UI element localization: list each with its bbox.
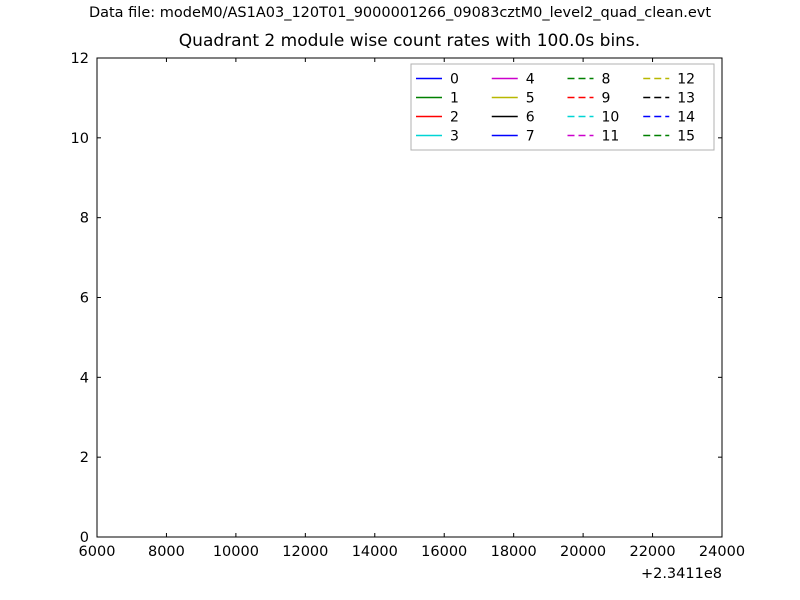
x-tick-label: 8000: [148, 544, 185, 560]
x-tick-label: 18000: [491, 544, 537, 560]
legend-item-11[interactable]: 11: [567, 129, 620, 145]
legend-label-6: 6: [526, 110, 535, 126]
legend-box: [410, 63, 715, 151]
y-tick-label: 10: [71, 131, 89, 147]
legend-item-14[interactable]: 14: [643, 110, 695, 126]
legend-label-14: 14: [677, 110, 695, 126]
axis-ticks: 6000 8000 10000 12000 14000 16000 18000 20000 22…: [71, 51, 746, 582]
x-tick-label: 16000: [421, 544, 467, 560]
page-title: Quadrant 2 module wise count rates with …: [178, 31, 641, 51]
data-file-suptitle: Data file: modeM0/AS1A03_120T01_90000012…: [88, 5, 712, 21]
legend-item-5[interactable]: 5: [491, 91, 535, 107]
y-tick-label: 0: [80, 530, 89, 546]
legend-item-6[interactable]: 6: [491, 110, 535, 126]
legend-item-15[interactable]: 15: [643, 129, 695, 145]
y-tick-label: 6: [80, 291, 89, 307]
x-tick-label: 20000: [560, 544, 606, 560]
legend-label-12: 12: [677, 72, 695, 88]
legend-item-7[interactable]: 7: [491, 129, 535, 145]
legend-item-4[interactable]: 4: [491, 72, 535, 88]
legend-label-5: 5: [526, 91, 535, 107]
legend-label-11: 11: [602, 129, 620, 145]
legend-item-0[interactable]: 0: [416, 72, 459, 88]
legend-item-3[interactable]: 3: [416, 129, 459, 145]
legend-label-1: 1: [450, 91, 459, 107]
legend-item-2[interactable]: 2: [416, 110, 459, 126]
legend-label-4: 4: [526, 72, 535, 88]
legend-label-15: 15: [677, 129, 695, 145]
y-tick-label: 8: [80, 211, 89, 227]
legend-label-0: 0: [450, 72, 459, 88]
legend-label-8: 8: [602, 72, 611, 88]
x-tick-label: 22000: [629, 544, 675, 560]
legend-label-2: 2: [450, 110, 459, 126]
legend-item-10[interactable]: 10: [567, 110, 620, 126]
legend-label-7: 7: [526, 129, 535, 145]
legend-label-13: 13: [677, 91, 695, 107]
x-tick-label: 14000: [352, 544, 398, 560]
legend-item-9[interactable]: 9: [567, 91, 611, 107]
x-axis-offset-text: +2.3411e8: [641, 566, 722, 582]
legend-label-10: 10: [602, 110, 620, 126]
legend-label-3: 3: [450, 129, 459, 145]
y-tick-label: 2: [80, 450, 89, 466]
x-tick-label: 10000: [213, 544, 259, 560]
legend-label-9: 9: [602, 91, 611, 107]
y-tick-label: 12: [71, 51, 89, 67]
x-tick-label: 6000: [79, 544, 116, 560]
legend-item-8[interactable]: 8: [567, 72, 611, 88]
y-tick-label: 4: [80, 370, 89, 386]
x-tick-label: 12000: [282, 544, 328, 560]
legend-item-13[interactable]: 13: [643, 91, 695, 107]
legend-item-12[interactable]: 12: [643, 72, 695, 88]
legend-item-1[interactable]: 1: [416, 91, 459, 107]
x-tick-label: 24000: [699, 544, 745, 560]
